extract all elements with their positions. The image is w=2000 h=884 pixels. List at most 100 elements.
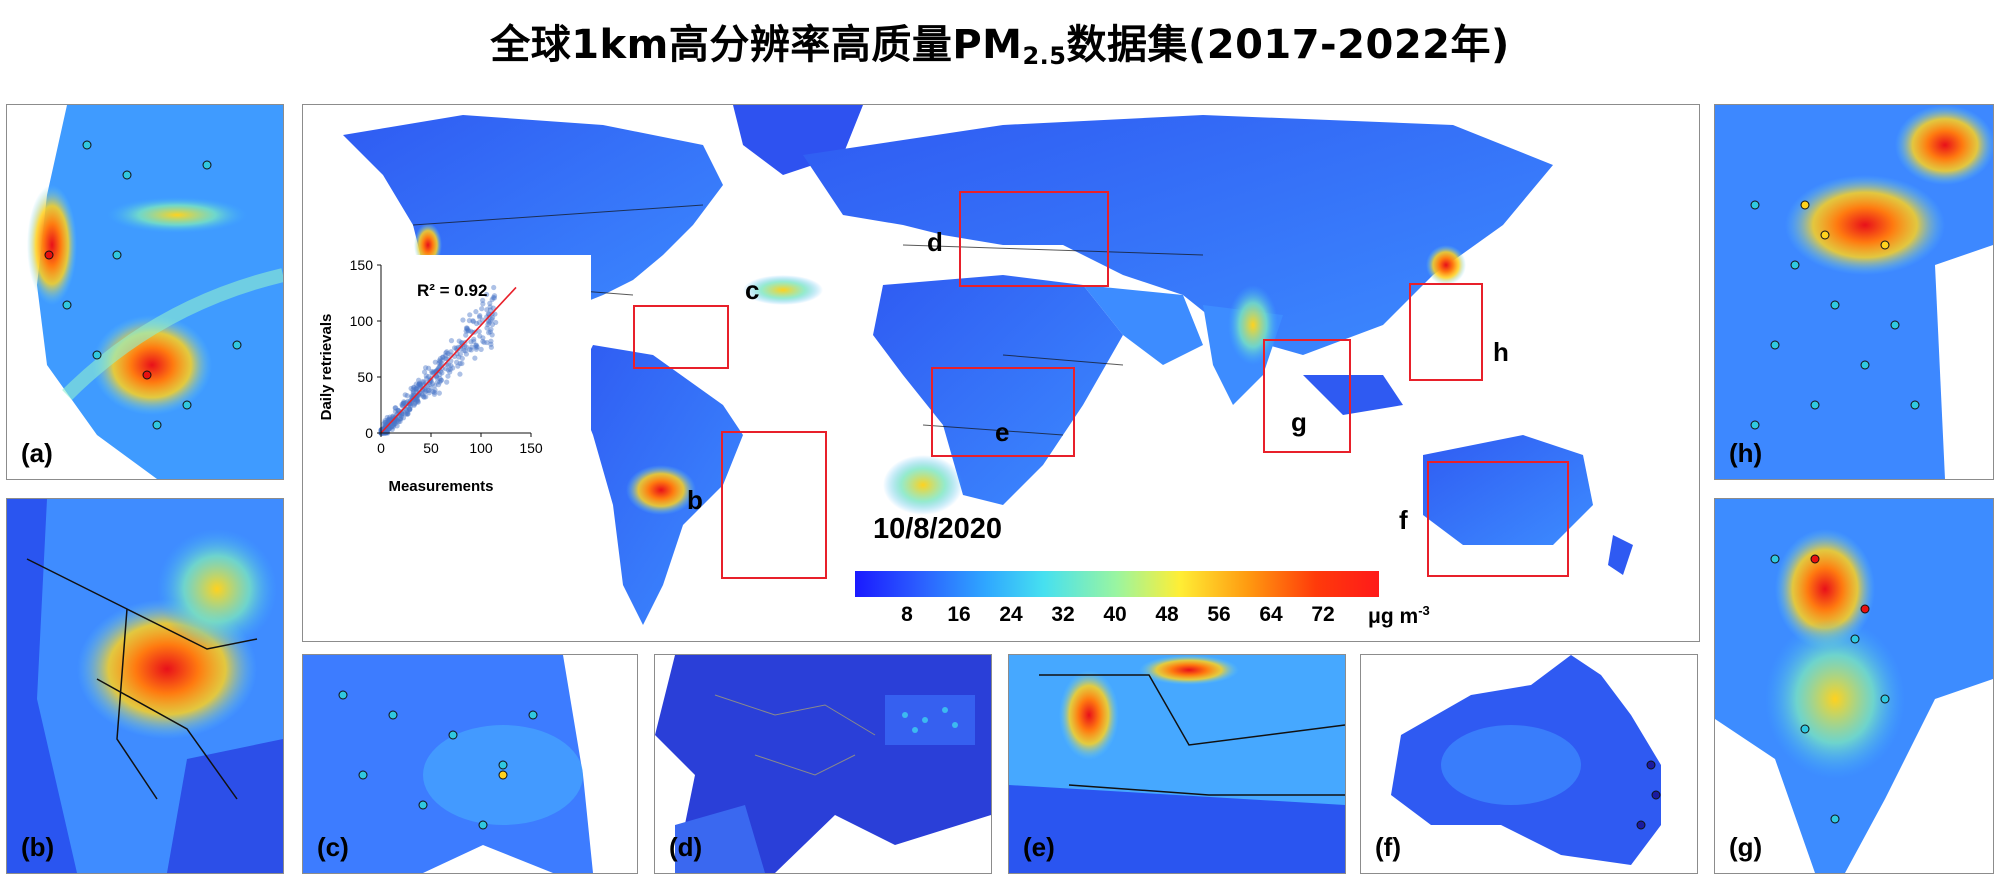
scatter-point bbox=[473, 320, 480, 327]
scatter-point bbox=[473, 342, 479, 348]
scatter-point bbox=[435, 382, 442, 388]
x-axis-title: Measurements bbox=[388, 478, 493, 495]
colorbar-unit: μg m-3 bbox=[1368, 603, 1430, 629]
scatter-point bbox=[462, 344, 468, 350]
scatter-point bbox=[386, 416, 392, 422]
x-tick-label: 0 bbox=[377, 440, 385, 456]
scatter-axes: 0 50 100 150 0 50 100 150 bbox=[350, 257, 543, 456]
scatter-point bbox=[439, 365, 445, 372]
scatter-point bbox=[387, 426, 393, 432]
scatter-point bbox=[410, 387, 416, 393]
scatter-point bbox=[489, 332, 495, 338]
scatter-point bbox=[436, 390, 442, 396]
scatter-point bbox=[429, 370, 435, 376]
scatter-point bbox=[487, 329, 493, 335]
scatter-point bbox=[393, 405, 399, 411]
scatter-point bbox=[405, 411, 411, 417]
scatter-point bbox=[404, 411, 410, 417]
scatter-point bbox=[437, 371, 443, 378]
scatter-point bbox=[471, 336, 477, 342]
scatter-point bbox=[425, 387, 431, 394]
world-map: a b c d e f g h 10/8/2020 8 16 24 32 40 … bbox=[302, 104, 1700, 642]
scatter-point bbox=[404, 409, 410, 415]
scatter-point bbox=[445, 373, 451, 379]
scatter-point bbox=[444, 379, 450, 385]
scatter-point bbox=[388, 424, 395, 430]
scatter-point bbox=[413, 396, 419, 402]
inset-panel-e: (e) bbox=[1008, 654, 1346, 874]
colorbar-tick: 48 bbox=[1155, 603, 1179, 626]
scatter-point bbox=[390, 418, 396, 424]
scatter-point bbox=[448, 338, 455, 344]
scatter-point bbox=[465, 327, 471, 333]
scatter-point bbox=[440, 354, 446, 360]
scatter-point bbox=[400, 415, 407, 421]
scatter-point bbox=[401, 400, 407, 406]
scatter-point bbox=[423, 373, 429, 379]
scatter-point bbox=[447, 369, 453, 375]
scatter-point bbox=[457, 360, 463, 367]
scatter-point bbox=[465, 328, 471, 334]
scatter-point bbox=[414, 397, 421, 403]
inset-label-g: (g) bbox=[1729, 832, 1763, 862]
scatter-point bbox=[460, 317, 466, 323]
highlight-box-d bbox=[959, 191, 1109, 287]
colorbar bbox=[855, 571, 1379, 597]
scatter-point bbox=[437, 356, 444, 362]
scatter-point bbox=[457, 351, 463, 357]
scatter-point bbox=[455, 363, 461, 369]
colorbar-tick: 8 bbox=[901, 603, 913, 626]
scatter-point bbox=[468, 347, 474, 353]
scatter-point bbox=[439, 370, 445, 376]
scatter-point bbox=[421, 369, 428, 375]
scatter-point bbox=[451, 345, 458, 351]
inset-map-g bbox=[1715, 499, 1993, 873]
scatter-point bbox=[423, 394, 429, 400]
scatter-point bbox=[428, 385, 434, 391]
scatter-point bbox=[407, 407, 413, 413]
scatter-point bbox=[430, 388, 436, 395]
scatter-point bbox=[431, 391, 438, 397]
scatter-point bbox=[382, 419, 388, 425]
scatter-point bbox=[384, 429, 390, 435]
scatter-point bbox=[489, 315, 496, 321]
fit-line bbox=[380, 286, 517, 434]
scatter-point bbox=[393, 420, 399, 426]
unit-text: μg m bbox=[1368, 605, 1419, 628]
x-tick-label: 150 bbox=[519, 440, 543, 456]
scatter-point bbox=[386, 426, 392, 432]
scatter-point bbox=[406, 406, 412, 412]
inset-map-a bbox=[7, 105, 283, 479]
scatter-point bbox=[430, 381, 436, 387]
scatter-point bbox=[421, 394, 427, 400]
scatter-point bbox=[487, 304, 493, 310]
scatter-point bbox=[404, 410, 410, 417]
x-tick-label: 100 bbox=[469, 440, 493, 456]
scatter-point bbox=[462, 348, 468, 354]
title-text: 全球1km高分辨率高质量PM bbox=[490, 22, 1023, 68]
scatter-point bbox=[464, 326, 470, 332]
scatter-point bbox=[432, 383, 438, 389]
scatter-point bbox=[420, 379, 427, 386]
scatter-point bbox=[380, 426, 386, 432]
scatter-point bbox=[383, 419, 389, 426]
scatter-point bbox=[427, 381, 433, 387]
scatter-point bbox=[385, 417, 391, 423]
scatter-point bbox=[395, 410, 401, 417]
scatter-point bbox=[396, 416, 402, 422]
scatter-point bbox=[473, 309, 479, 315]
scatter-point bbox=[457, 371, 463, 377]
scatter-point bbox=[484, 291, 490, 298]
colorbar-ticks: 8 16 24 32 40 48 56 64 72 μg m-3 bbox=[855, 603, 1475, 637]
inset-panel-h: (h) bbox=[1714, 104, 1994, 480]
scatter-point bbox=[389, 426, 395, 432]
scatter-point bbox=[438, 361, 445, 367]
inset-map-d bbox=[655, 655, 991, 873]
x-tick-label: 50 bbox=[423, 440, 439, 456]
scatter-point bbox=[468, 339, 474, 345]
scatter-point bbox=[489, 296, 495, 303]
scatter-point bbox=[406, 406, 413, 412]
highlight-box-f bbox=[1427, 461, 1569, 577]
scatter-point bbox=[470, 318, 476, 324]
scatter-point bbox=[470, 318, 477, 325]
